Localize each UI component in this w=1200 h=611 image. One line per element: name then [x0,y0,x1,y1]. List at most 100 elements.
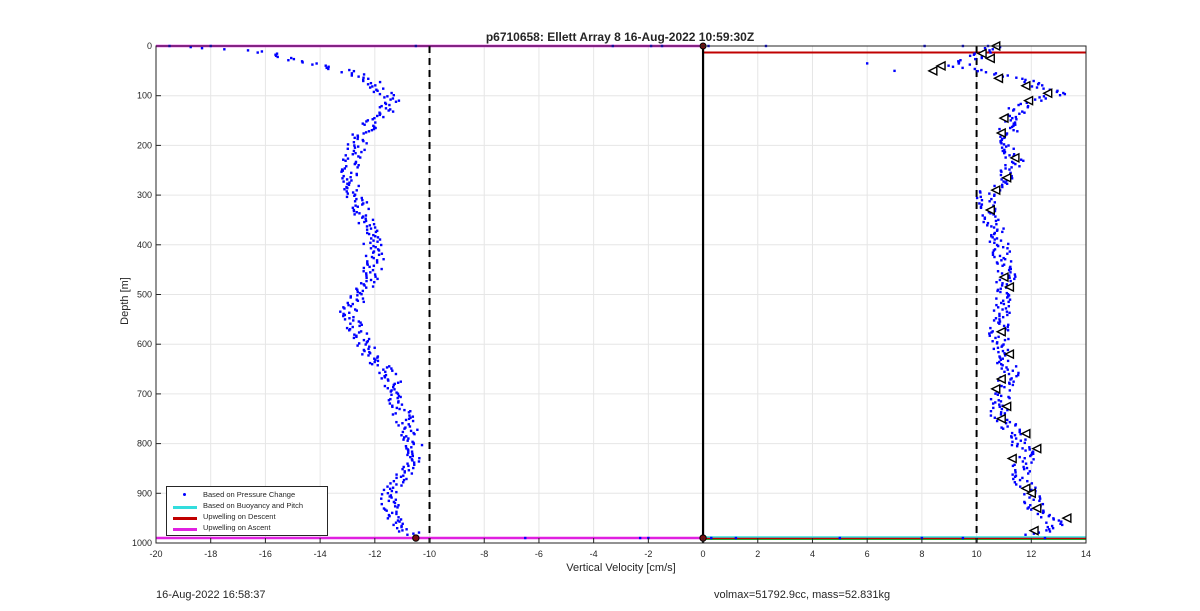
pressure-change-point [980,68,983,72]
pressure-change-point [366,260,369,263]
pressure-change-point [356,145,360,148]
pressure-change-point [991,236,994,239]
pressure-change-point [290,56,293,60]
pressure-change-point [1004,181,1007,184]
pressure-change-point [375,261,379,264]
pressure-change-point [403,408,406,412]
pressure-change-point [345,190,348,193]
pressure-change-point [999,358,1003,362]
pressure-change-point [359,330,363,333]
pressure-change-point [998,254,1002,258]
pressure-change-point [1007,305,1011,308]
pressure-change-point [360,293,363,296]
pressure-change-point [404,444,408,448]
pressure-change-point [1000,362,1003,366]
pressure-change-point [1001,315,1005,319]
pressure-change-point [388,487,392,491]
pressure-change-point [968,63,972,66]
pressure-change-point [342,314,345,318]
pressure-change-point [1013,463,1016,466]
pressure-change-point [1014,469,1017,472]
pressure-change-point [401,529,404,532]
pressure-change-point [362,266,366,270]
pressure-change-point [370,237,373,240]
pressure-change-point [372,223,376,226]
pressure-change-point [355,173,359,177]
pressure-change-point [387,109,390,112]
pressure-change-point [1024,438,1027,441]
pressure-change-point [413,463,416,466]
x-tick-label: -6 [535,549,543,559]
pressure-change-point [1017,103,1020,107]
pressure-change-point [405,477,408,481]
pressure-change-point [345,195,349,199]
pressure-change-point [374,230,378,234]
x-axis-label: Vertical Velocity [cm/s] [566,562,676,574]
pressure-change-point [992,319,996,322]
pressure-change-point [347,303,350,307]
pressure-change-point [1013,481,1017,484]
pressure-change-point [301,61,304,64]
pressure-change-point [1008,420,1012,424]
pressure-change-point [1002,324,1006,328]
pressure-change-point [1003,338,1007,342]
legend-label-pressure: Based on Pressure Change [203,490,296,499]
pressure-change-point [367,77,370,81]
pressure-change-point [994,401,997,404]
pressure-change-point [390,393,393,396]
buoyancy-triangle-marker [995,413,1006,424]
pressure-change-point [369,241,372,245]
pressure-change-point [401,522,404,526]
pressure-change-point [1016,442,1019,446]
pressure-change-point [390,91,393,95]
pressure-change-point [395,476,398,480]
buoyancy-triangle-marker [995,127,1006,139]
x-tick-label: -18 [204,549,217,559]
pressure-change-point [373,116,376,120]
pressure-change-point [998,320,1002,323]
pressure-change-point [1011,369,1015,372]
pressure-change-point [1010,443,1014,447]
pressure-change-point [997,399,1000,402]
pressure-change-point [346,301,349,305]
pressure-change-point [372,233,375,237]
pressure-change-point [1006,247,1009,250]
pressure-change-point [357,342,361,345]
pressure-change-point [380,267,383,271]
pressure-change-point [1026,479,1029,483]
pressure-change-point [417,460,421,463]
pressure-change-point [374,235,377,238]
pressure-change-point [401,481,405,484]
pressure-change-point [989,414,993,417]
pressure-change-point [1008,250,1012,253]
pressure-change-point [1005,366,1008,369]
pressure-change-point [368,224,372,227]
pressure-change-point [367,232,371,236]
pressure-change-point [1004,156,1007,159]
pressure-change-point [1024,462,1028,465]
pressure-change-point [999,290,1002,294]
pressure-change-point [380,502,383,506]
y-tick-label: 700 [137,389,152,399]
pressure-change-point [1047,514,1051,518]
pressure-change-point [1019,485,1022,488]
pressure-change-point [365,225,369,228]
pressure-change-point [361,203,364,206]
buoyancy-triangle-marker [995,326,1006,337]
pressure-change-point [357,75,360,78]
pressure-change-point [998,356,1002,359]
pressure-change-point [352,209,356,213]
pressure-change-point [993,255,996,259]
pressure-change-point [411,419,415,423]
pressure-change-point [367,130,371,133]
y-tick-label: 800 [137,439,152,449]
pressure-change-point [365,279,368,283]
pressure-change-point [359,282,363,285]
pressure-change-point [1023,501,1027,505]
pressure-change-point [1015,375,1018,378]
pressure-change-point [355,210,358,214]
pressure-change-point [349,305,353,308]
pressure-change-point [1003,412,1007,415]
pressure-change-point [1002,227,1005,230]
pressure-change-point [363,220,366,224]
